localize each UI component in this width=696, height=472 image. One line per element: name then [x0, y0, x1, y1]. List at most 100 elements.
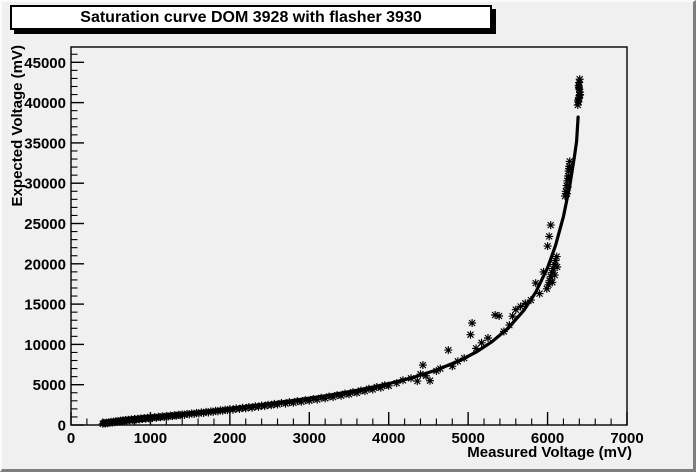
data-point-marker	[565, 157, 574, 166]
data-point-marker	[546, 272, 555, 281]
x-tick-label: 1000	[134, 430, 167, 447]
data-point-marker	[539, 267, 548, 276]
data-point-marker	[238, 403, 247, 412]
data-point-marker	[202, 407, 210, 416]
data-point-marker	[211, 406, 220, 415]
x-tick-label: 5000	[451, 430, 484, 447]
y-axis-ticks	[71, 53, 84, 426]
data-point-marker	[321, 394, 330, 403]
plot-frame	[70, 46, 628, 426]
fit-curve	[101, 115, 580, 424]
data-point-marker	[277, 399, 286, 407]
data-point-marker	[213, 407, 222, 416]
data-point-marker	[313, 395, 322, 404]
data-point-marker	[575, 75, 584, 84]
data-point-marker	[372, 383, 381, 391]
data-point-marker	[301, 396, 310, 405]
data-point-marker	[399, 376, 407, 385]
data-point-marker	[545, 276, 554, 285]
data-point-marker	[545, 232, 554, 241]
data-point-marker	[176, 411, 185, 420]
data-point-marker	[264, 400, 272, 409]
x-tick-label: 4000	[372, 430, 405, 447]
data-point-marker	[199, 409, 208, 417]
data-point-marker	[563, 183, 572, 192]
data-point-marker	[491, 311, 500, 319]
data-point-marker	[241, 404, 250, 413]
data-point-marker	[516, 302, 525, 311]
x-axis-title: Measured Voltage (mV)	[467, 444, 632, 461]
data-point-marker	[574, 96, 583, 105]
x-tick-label: 2000	[213, 430, 246, 447]
data-point-marker	[337, 391, 346, 400]
data-point-marker	[416, 370, 425, 379]
y-tick-labels: 0 5000 10000 15000 20000 25000 30000 35000 40000…	[24, 55, 66, 435]
data-point-marker	[407, 374, 415, 383]
data-point-marker	[285, 398, 294, 407]
data-point-marker	[546, 221, 555, 230]
data-point-marker	[553, 263, 562, 271]
x-tick-labels: 0 1000 2000 3000 4000 5000 6000 7000	[67, 430, 644, 447]
data-point-marker	[305, 396, 314, 405]
y-tick-label: 35000	[24, 135, 66, 152]
data-point-marker	[267, 401, 276, 410]
y-axis-title: Expected Voltage (mV)	[9, 45, 26, 207]
data-point-marker	[526, 296, 535, 305]
data-point-marker	[563, 189, 571, 198]
data-point-marker	[225, 405, 234, 413]
x-axis-ticks	[70, 412, 628, 425]
data-point-marker	[460, 354, 469, 363]
data-point-marker	[309, 395, 318, 403]
y-tick-label: 15000	[24, 297, 66, 314]
data-point-marker	[561, 187, 570, 196]
data-point-marker	[544, 280, 553, 289]
data-point-marker	[574, 94, 583, 103]
data-point-marker	[260, 402, 269, 411]
data-point-marker	[317, 393, 326, 402]
data-point-marker	[549, 264, 558, 273]
data-point-marker	[218, 406, 227, 415]
data-point-marker	[341, 389, 349, 398]
x-tick-label: 7000	[610, 430, 643, 447]
data-point-marker	[573, 101, 582, 109]
data-point-marker	[244, 403, 253, 411]
data-point-marker	[257, 401, 266, 410]
data-point-marker	[563, 176, 572, 185]
data-point-marker	[248, 403, 257, 412]
data-point-marker	[293, 397, 302, 406]
data-point-marker	[499, 327, 508, 336]
data-point-marker	[548, 278, 557, 287]
data-point-marker	[232, 404, 241, 413]
scatter-points	[98, 75, 585, 428]
data-point-marker	[550, 271, 559, 280]
x-tick-label: 3000	[293, 430, 326, 447]
data-point-marker	[229, 405, 237, 414]
y-tick-label: 30000	[24, 176, 66, 193]
data-point-marker	[190, 410, 199, 418]
x-tick-label: 0	[67, 430, 75, 447]
data-point-marker	[356, 386, 365, 395]
data-point-marker	[426, 376, 434, 385]
data-point-marker	[192, 408, 201, 417]
y-tick-label: 5000	[33, 377, 66, 394]
data-point-marker	[484, 334, 492, 342]
data-point-marker	[349, 388, 357, 397]
data-point-marker	[345, 390, 353, 399]
data-point-marker	[436, 364, 445, 373]
data-point-marker	[352, 388, 361, 397]
y-tick-label: 45000	[24, 55, 66, 72]
data-point-marker	[289, 398, 298, 407]
data-point-marker	[432, 367, 441, 375]
data-point-marker	[418, 361, 427, 370]
data-point-marker	[197, 408, 206, 417]
data-point-marker	[505, 321, 514, 330]
data-point-marker	[448, 362, 457, 371]
data-point-marker	[576, 90, 585, 99]
data-point-marker	[360, 387, 369, 396]
data-point-marker	[531, 279, 540, 288]
data-point-marker	[466, 330, 475, 339]
data-point-marker	[477, 338, 486, 347]
x-tick-label: 6000	[531, 430, 564, 447]
data-point-marker	[472, 344, 481, 353]
data-point-marker	[185, 410, 194, 419]
